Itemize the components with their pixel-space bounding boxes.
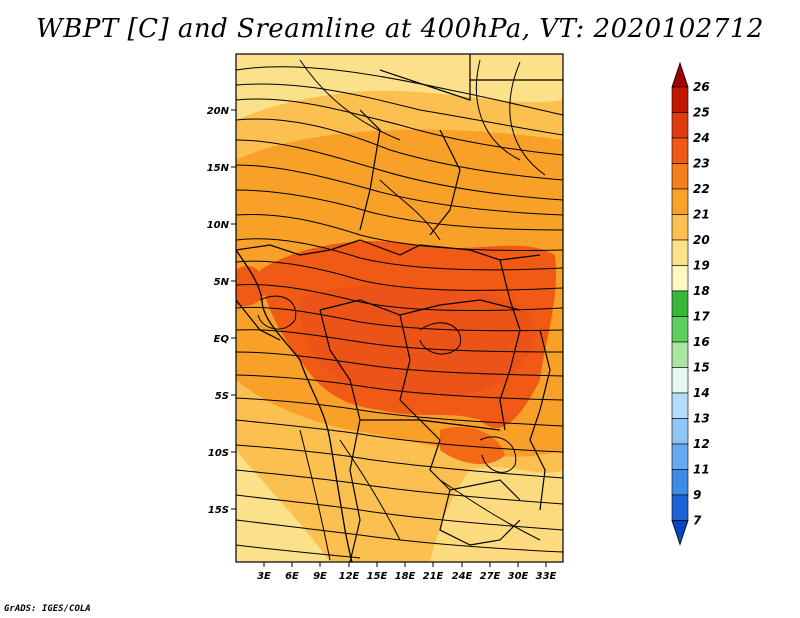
lon-label: 15E — [367, 571, 388, 582]
colorbar-swatch — [671, 112, 689, 139]
colorbar-label: 21 — [693, 208, 710, 222]
latitude-axis: 20N 15N 10N 5N EQ 5S 10S 15S — [207, 106, 236, 516]
colorbar-swatch — [671, 418, 689, 445]
lon-label: 33E — [536, 571, 557, 582]
map-frame — [235, 53, 564, 563]
colorbar-bottom-arrow — [671, 520, 689, 546]
colorbar-swatch — [671, 290, 689, 317]
colorbar-swatch — [671, 316, 689, 343]
lat-label: EQ — [214, 334, 230, 345]
colorbar-label: 12 — [693, 437, 710, 451]
colorbar-label: 20 — [693, 233, 710, 247]
lon-label: 24E — [452, 571, 473, 582]
lon-label: 3E — [257, 571, 271, 582]
colorbar-swatch — [671, 137, 689, 164]
colorbar-swatch — [671, 392, 689, 419]
colorbar-swatch — [671, 239, 689, 266]
lat-label: 5N — [214, 277, 230, 288]
colorbar-swatch — [671, 265, 689, 292]
lat-label: 15N — [207, 163, 230, 174]
lat-label: 5S — [215, 391, 229, 402]
coastline — [236, 249, 353, 562]
colorbar-swatch — [671, 469, 689, 496]
streamlines — [236, 59, 563, 561]
credit-text: GrADS: IGES/COLA — [4, 604, 91, 614]
colorbar-swatch — [671, 163, 689, 190]
colorbar-label: 16 — [693, 335, 710, 349]
colorbar-swatch — [671, 341, 689, 368]
colorbar-label: 11 — [693, 463, 710, 477]
lat-label: 15S — [208, 505, 229, 516]
lat-label: 10S — [208, 448, 229, 459]
colorbar-label: 9 — [693, 488, 701, 502]
colorbar-swatch — [671, 86, 689, 113]
colorbar: 26 25 24 23 22 21 20 19 18 17 16 15 14 13 12 11 9 7 — [671, 61, 710, 546]
colorbar-label: 22 — [693, 182, 710, 196]
colorbar-swatch — [671, 188, 689, 215]
chart-title: WBPT [C] and Sreamline at 400hPa, VT: 20… — [36, 14, 764, 44]
colorbar-label: 25 — [693, 106, 710, 120]
colorbar-swatch — [671, 367, 689, 394]
colorbar-label: 23 — [693, 157, 710, 171]
colorbar-label: 14 — [693, 386, 710, 400]
lon-label: 21E — [423, 571, 444, 582]
colorbar-label: 15 — [693, 361, 710, 375]
colorbar-label: 7 — [693, 514, 702, 528]
longitude-axis: 3E 6E 9E 12E 15E 18E 21E 24E 27E 30E 33E — [257, 562, 557, 582]
lon-label: 27E — [480, 571, 501, 582]
lon-label: 9E — [313, 571, 327, 582]
lon-label: 12E — [339, 571, 360, 582]
colorbar-label: 18 — [693, 284, 710, 298]
colorbar-swatch — [671, 214, 689, 241]
colorbar-label: 17 — [693, 310, 710, 324]
colorbar-swatch — [671, 443, 689, 470]
lat-label: 20N — [207, 106, 230, 117]
country-borders — [236, 54, 563, 562]
colorbar-label: 13 — [693, 412, 710, 426]
colorbar-label: 24 — [693, 131, 710, 145]
lat-label: 10N — [207, 220, 230, 231]
lon-label: 18E — [395, 571, 416, 582]
colorbar-label: 19 — [693, 259, 710, 273]
colorbar-top-arrow — [671, 61, 689, 88]
lon-label: 6E — [285, 571, 299, 582]
colorbar-swatch — [671, 494, 689, 521]
temperature-field — [236, 54, 563, 562]
colorbar-label: 26 — [693, 80, 710, 94]
lon-label: 30E — [508, 571, 529, 582]
